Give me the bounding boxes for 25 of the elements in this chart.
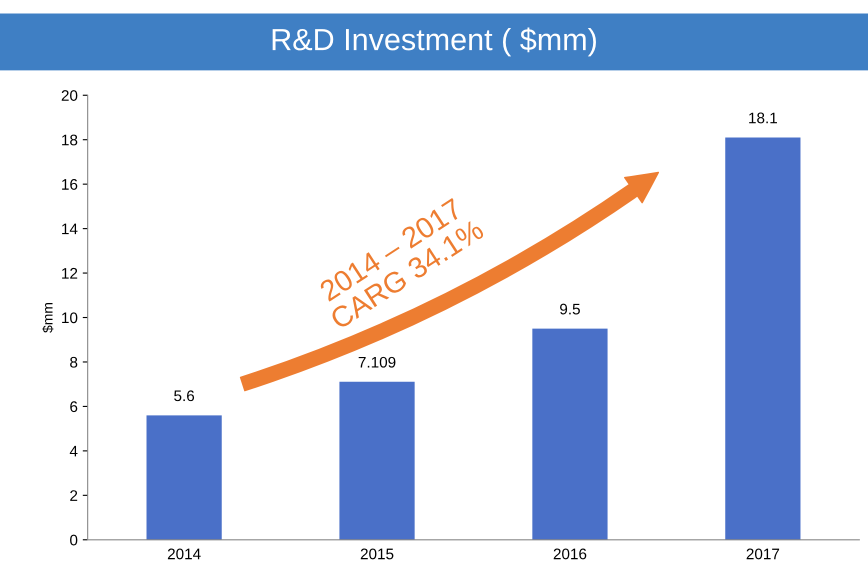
data-label: 18.1 [749, 112, 777, 124]
y-tick-label: 4 [70, 446, 78, 456]
x-tick-label: 2017 [746, 548, 780, 560]
y-tick-label: 8 [70, 356, 78, 368]
y-tick-label: 10 [62, 312, 78, 324]
y-tick-label: 2 [70, 490, 78, 501]
chart-title: R&D Investment ( $mm) [272, 27, 596, 56]
y-tick-label: 14 [62, 224, 78, 234]
data-label: 7.109 [358, 356, 396, 368]
bar [725, 137, 800, 540]
bar [146, 415, 222, 540]
x-tick-label: 2014 [168, 548, 201, 560]
y-tick-label: 0 [70, 534, 78, 546]
y-tick-label: 20 [62, 90, 78, 101]
y-tick-label: 6 [70, 401, 78, 412]
x-tick-label: 2016 [554, 548, 586, 560]
y-tick-label: 16 [62, 179, 78, 190]
y-axis-title: $mm [42, 303, 54, 333]
bar [532, 328, 608, 540]
data-label: 5.6 [174, 390, 194, 402]
bar [339, 382, 415, 540]
x-tick-label: 2015 [360, 548, 394, 560]
data-label: 9.5 [560, 304, 580, 314]
y-tick-label: 12 [62, 268, 78, 279]
y-tick-label: 18 [62, 134, 78, 146]
